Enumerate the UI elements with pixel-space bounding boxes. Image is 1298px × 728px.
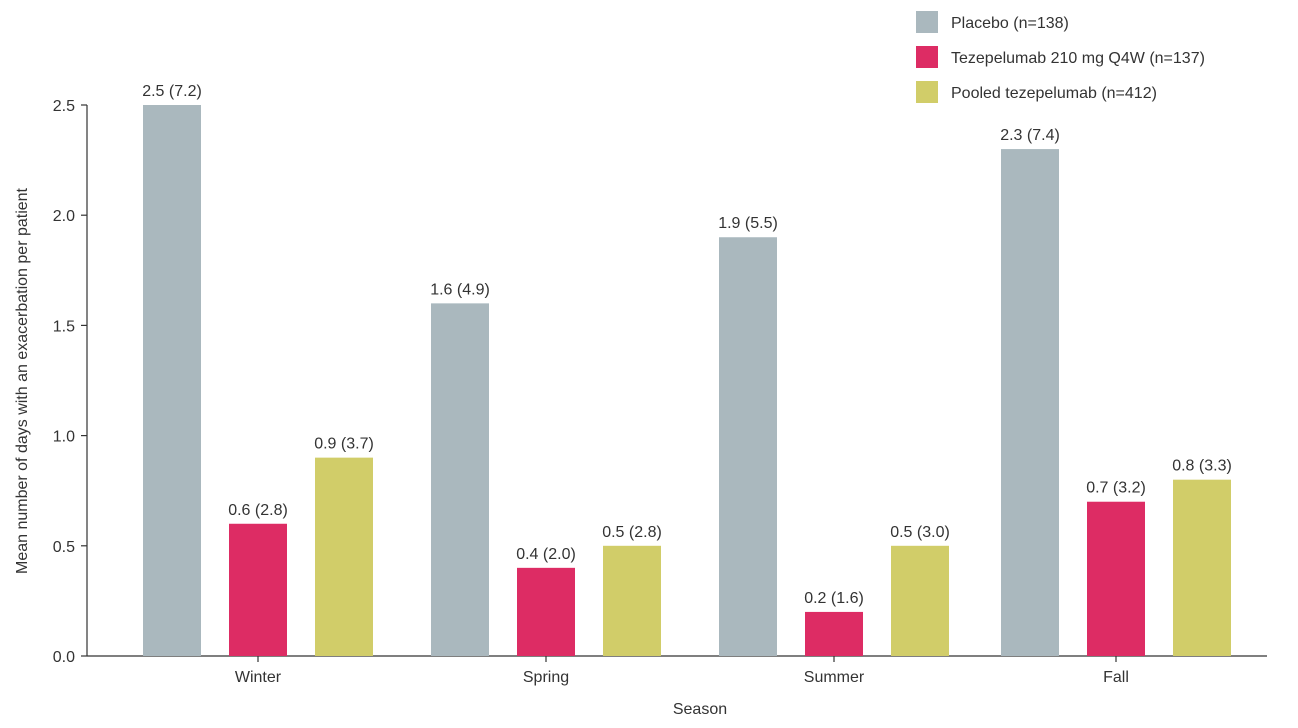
- data-label: 0.4 (2.0): [516, 546, 576, 563]
- bar: [891, 545, 949, 656]
- bar: [315, 457, 373, 656]
- data-label: 0.6 (2.8): [228, 502, 288, 519]
- bar: [143, 105, 201, 656]
- y-tick-label: 1.0: [53, 429, 75, 446]
- x-tick-label: Spring: [523, 669, 569, 686]
- data-label: 0.8 (3.3): [1172, 458, 1232, 475]
- y-axis-title: Mean number of days with an exacerbation…: [14, 187, 31, 574]
- data-label: 2.5 (7.2): [142, 83, 202, 100]
- y-tick-label: 0.0: [53, 649, 75, 666]
- data-label: 0.5 (2.8): [602, 524, 662, 541]
- y-tick-label: 2.0: [53, 208, 75, 225]
- bar: [229, 523, 287, 656]
- legend-label: Tezepelumab 210 mg Q4W (n=137): [951, 50, 1205, 67]
- x-axis-title: Season: [673, 701, 727, 718]
- data-label: 0.9 (3.7): [314, 436, 374, 453]
- data-label: 1.6 (4.9): [430, 281, 490, 298]
- data-label: 0.7 (3.2): [1086, 480, 1146, 497]
- bar: [431, 303, 489, 656]
- x-tick-label: Winter: [235, 669, 282, 686]
- x-tick-label: Summer: [804, 669, 865, 686]
- data-label: 0.5 (3.0): [890, 524, 950, 541]
- bar: [603, 545, 661, 656]
- data-labels: 2.5 (7.2) 0.6 (2.8) 0.9 (3.7) 1.6 (4.9) 0.4 …: [142, 83, 1232, 607]
- y-tick-label: 1.5: [53, 318, 75, 335]
- data-label: 1.9 (5.5): [718, 215, 778, 232]
- bar: [1087, 501, 1145, 656]
- bar: [719, 237, 777, 657]
- legend-label: Placebo (n=138): [951, 15, 1069, 32]
- bar: [1001, 149, 1059, 656]
- legend-swatch: [916, 81, 938, 103]
- y-tick-label: 2.5: [53, 98, 75, 115]
- bars: [143, 105, 1231, 657]
- legend: Placebo (n=138) Tezepelumab 210 mg Q4W (n…: [916, 11, 1205, 103]
- bar: [805, 611, 863, 656]
- data-label: 2.3 (7.4): [1000, 127, 1060, 144]
- bar: [1173, 479, 1231, 656]
- legend-label: Pooled tezepelumab (n=412): [951, 85, 1157, 102]
- legend-swatch: [916, 11, 938, 33]
- x-tick-label: Fall: [1103, 669, 1129, 686]
- y-tick-label: 0.5: [53, 539, 75, 556]
- y-axis: 0.0 0.5 1.0 1.5 2.0 2.5: [53, 98, 88, 666]
- x-axis: Winter Spring Summer Fall: [87, 655, 1267, 686]
- legend-swatch: [916, 46, 938, 68]
- data-label: 0.2 (1.6): [804, 590, 864, 607]
- bar: [517, 567, 575, 656]
